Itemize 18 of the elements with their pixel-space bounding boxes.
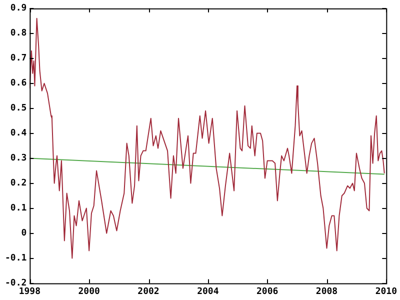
x-tick-label: 2000: [78, 286, 100, 297]
y-tick-label: 0.5: [10, 104, 27, 114]
x-tick-label: 2002: [138, 286, 160, 297]
y-tick-label: 0: [21, 228, 27, 239]
y-tick-label: 0.3: [10, 154, 27, 164]
y-tick-label: 0.4: [10, 128, 28, 139]
y-tick-label: 0.8: [10, 28, 27, 39]
x-tick-label: 1998: [18, 286, 41, 297]
x-tick-label: 2004: [197, 286, 220, 297]
y-tick-label: 0.1: [10, 204, 27, 214]
y-tick-label: -0.1: [4, 254, 27, 264]
x-tick-label: 2010: [375, 286, 398, 297]
y-tick-label: 0.7: [10, 54, 27, 64]
y-tick-label: 0.6: [10, 78, 27, 89]
x-tick-label: 2008: [316, 286, 338, 297]
y-tick-label: 0.9: [10, 4, 27, 14]
x-tick-label: 2006: [256, 286, 278, 297]
y-tick-label: 0.2: [10, 178, 27, 189]
